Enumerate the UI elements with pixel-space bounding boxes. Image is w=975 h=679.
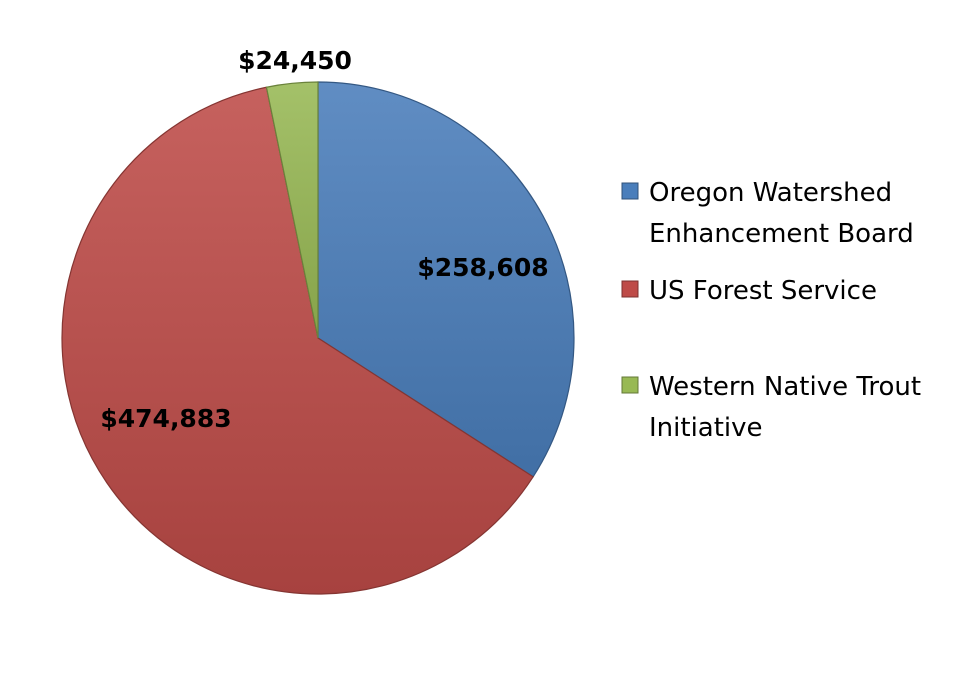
legend-entry-oregon-watershed: Oregon Watershed Enhancement Board (621, 178, 914, 249)
data-label-western-native-trout: $24,450 (238, 46, 352, 75)
pie-data-labels: $258,608 $474,883 $24,450 (100, 46, 548, 433)
chart-legend: Oregon Watershed Enhancement Board US Fore… (621, 178, 921, 443)
pie-slice-western-native-trout (265, 81, 319, 339)
pie-slices (61, 81, 575, 595)
legend-swatch-oregon-watershed (621, 182, 639, 200)
legend-swatch-us-forest-service (621, 280, 639, 298)
legend-entry-us-forest-service: US Forest Service (621, 276, 877, 306)
legend-entry-western-native-trout: Western Native Trout Initiative (621, 372, 921, 443)
pie-slice-oregon-watershed (317, 81, 575, 478)
legend-label-oregon-watershed-line-2: Enhancement Board (649, 219, 914, 249)
data-label-us-forest-service: $474,883 (100, 404, 231, 433)
legend-label-us-forest-service-line-1: US Forest Service (649, 276, 877, 306)
legend-label-oregon-watershed-line-1: Oregon Watershed (649, 178, 892, 208)
pie-slice-us-forest-service (61, 86, 534, 595)
data-label-oregon-watershed: $258,608 (417, 253, 548, 282)
legend-label-western-native-trout-line-1: Western Native Trout (649, 372, 921, 402)
legend-swatch-western-native-trout (621, 376, 639, 394)
legend-label-western-native-trout-line-2: Initiative (649, 413, 763, 443)
